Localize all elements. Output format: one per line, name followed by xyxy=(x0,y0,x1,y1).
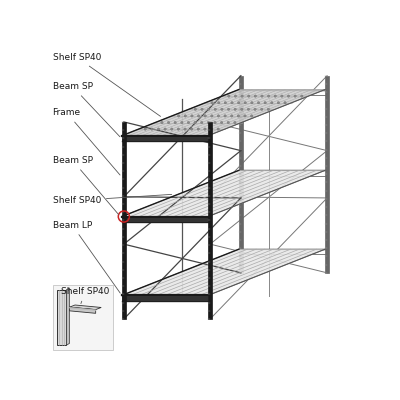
Circle shape xyxy=(260,108,263,110)
Polygon shape xyxy=(66,288,70,345)
Bar xyxy=(52,285,113,350)
Circle shape xyxy=(261,95,263,97)
Polygon shape xyxy=(70,307,96,313)
Circle shape xyxy=(224,115,226,117)
Text: Beam SP: Beam SP xyxy=(52,82,120,137)
Circle shape xyxy=(267,95,270,97)
Polygon shape xyxy=(239,76,243,273)
Circle shape xyxy=(247,108,250,110)
Circle shape xyxy=(267,108,270,110)
Circle shape xyxy=(230,115,233,117)
Circle shape xyxy=(244,102,246,104)
Circle shape xyxy=(251,102,253,104)
Polygon shape xyxy=(122,122,126,319)
Text: Shelf SP40: Shelf SP40 xyxy=(61,287,110,304)
Circle shape xyxy=(210,115,213,117)
Circle shape xyxy=(201,108,203,110)
Circle shape xyxy=(178,115,180,117)
Polygon shape xyxy=(325,76,329,273)
Circle shape xyxy=(194,121,196,124)
Circle shape xyxy=(194,108,196,110)
Circle shape xyxy=(161,121,163,124)
Circle shape xyxy=(197,115,200,117)
Circle shape xyxy=(240,108,243,110)
Circle shape xyxy=(207,121,210,124)
Circle shape xyxy=(254,95,256,97)
Circle shape xyxy=(217,128,219,130)
Circle shape xyxy=(184,115,186,117)
Circle shape xyxy=(234,95,237,97)
Circle shape xyxy=(170,128,173,130)
Circle shape xyxy=(164,128,166,130)
Circle shape xyxy=(174,121,176,124)
Circle shape xyxy=(254,108,256,110)
Text: Beam SP: Beam SP xyxy=(52,156,118,214)
Polygon shape xyxy=(208,122,212,319)
Circle shape xyxy=(204,115,206,117)
Circle shape xyxy=(150,128,153,130)
Polygon shape xyxy=(122,216,208,222)
Circle shape xyxy=(248,95,250,97)
Circle shape xyxy=(210,128,213,130)
Circle shape xyxy=(300,95,303,97)
Circle shape xyxy=(144,128,146,130)
Polygon shape xyxy=(122,136,208,141)
Circle shape xyxy=(191,115,193,117)
Circle shape xyxy=(241,95,243,97)
Circle shape xyxy=(187,121,190,124)
Circle shape xyxy=(294,95,296,97)
Circle shape xyxy=(214,108,216,110)
Circle shape xyxy=(277,102,280,104)
Circle shape xyxy=(167,121,170,124)
Circle shape xyxy=(218,102,220,104)
Circle shape xyxy=(270,102,273,104)
Text: Shelf SP40: Shelf SP40 xyxy=(52,194,172,205)
Circle shape xyxy=(221,108,223,110)
Text: Frame: Frame xyxy=(52,108,120,175)
Circle shape xyxy=(200,121,203,124)
Circle shape xyxy=(234,108,236,110)
Circle shape xyxy=(287,95,290,97)
Polygon shape xyxy=(122,295,208,301)
Circle shape xyxy=(228,95,230,97)
Circle shape xyxy=(197,128,200,130)
Circle shape xyxy=(217,115,220,117)
Text: Shelf SP40: Shelf SP40 xyxy=(52,53,160,116)
Circle shape xyxy=(281,95,283,97)
Circle shape xyxy=(250,115,253,117)
Circle shape xyxy=(264,102,266,104)
Polygon shape xyxy=(122,170,325,216)
Circle shape xyxy=(207,108,210,110)
Circle shape xyxy=(224,102,226,104)
Polygon shape xyxy=(70,305,101,310)
Circle shape xyxy=(227,121,230,124)
Circle shape xyxy=(184,128,186,130)
Circle shape xyxy=(190,128,193,130)
Circle shape xyxy=(237,115,240,117)
Circle shape xyxy=(237,102,240,104)
Circle shape xyxy=(180,121,183,124)
Polygon shape xyxy=(122,249,325,295)
Circle shape xyxy=(211,102,213,104)
Text: Beam LP: Beam LP xyxy=(52,221,120,293)
Circle shape xyxy=(157,128,160,130)
Circle shape xyxy=(177,128,180,130)
Circle shape xyxy=(257,102,260,104)
Circle shape xyxy=(231,102,233,104)
Polygon shape xyxy=(122,90,325,136)
Circle shape xyxy=(234,121,236,124)
Circle shape xyxy=(244,115,246,117)
Circle shape xyxy=(220,121,223,124)
Polygon shape xyxy=(57,290,66,345)
Circle shape xyxy=(204,128,206,130)
Circle shape xyxy=(214,121,216,124)
Circle shape xyxy=(284,102,286,104)
Circle shape xyxy=(274,95,276,97)
Circle shape xyxy=(227,108,230,110)
